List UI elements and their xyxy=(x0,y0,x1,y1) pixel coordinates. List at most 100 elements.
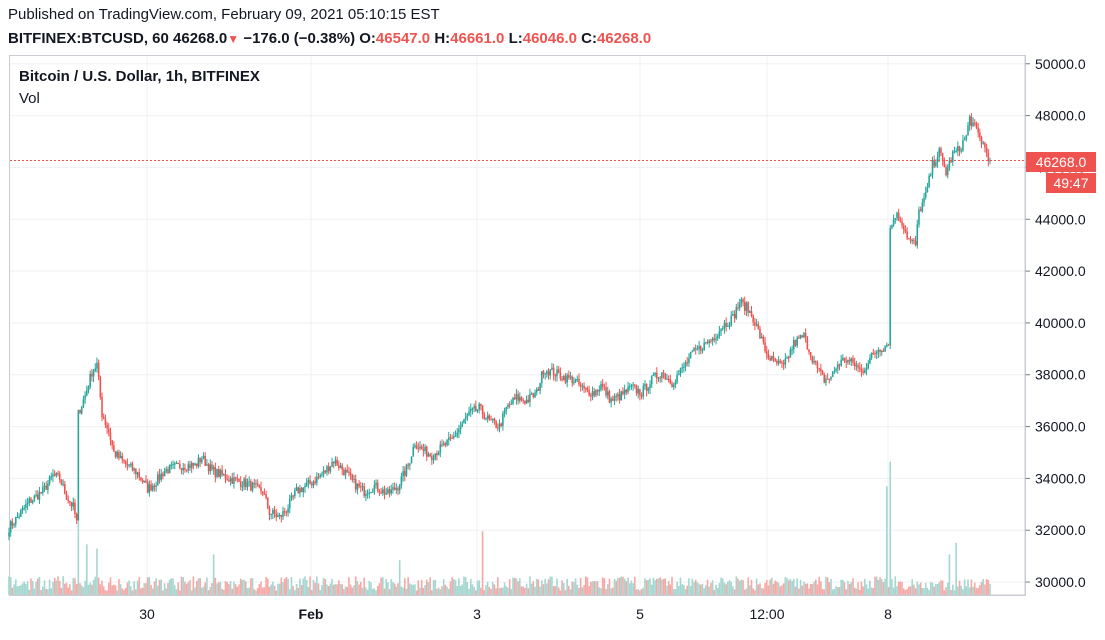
candle-body xyxy=(233,477,235,484)
volume-bar xyxy=(979,585,981,595)
volume-bar xyxy=(584,576,587,595)
candle-body xyxy=(676,374,678,383)
volume-bar xyxy=(831,589,834,595)
candle-body xyxy=(853,362,856,367)
volume-bar xyxy=(647,579,650,595)
time-axis: 30 Feb 3 5 12:00 8 xyxy=(10,56,1026,622)
volume-bar xyxy=(515,578,518,595)
volume-bar xyxy=(358,584,360,595)
volume-bar xyxy=(902,588,905,595)
candle-body xyxy=(60,479,63,485)
volume-bar xyxy=(62,576,64,595)
volume-bar xyxy=(148,577,151,595)
volume-bar xyxy=(419,587,421,595)
y-tick-label: 36000.0 xyxy=(1035,419,1086,435)
candle-body xyxy=(525,399,528,404)
volume-bar xyxy=(645,580,648,595)
candle-body xyxy=(463,419,465,424)
candle-body xyxy=(162,473,164,477)
candle-body xyxy=(732,314,734,316)
candle-body xyxy=(666,379,668,381)
volume-bar xyxy=(243,579,245,595)
volume-bar xyxy=(233,581,235,595)
candle-body xyxy=(201,458,203,463)
volume-bar xyxy=(667,581,670,595)
candle-body xyxy=(30,498,32,503)
candle-body xyxy=(566,375,568,383)
volume-bar xyxy=(43,580,46,595)
candle-body xyxy=(703,342,705,351)
volume-bar xyxy=(273,585,276,595)
volume-bar xyxy=(875,576,878,595)
volume-bar xyxy=(666,585,668,595)
volume-bar xyxy=(326,584,328,595)
candle-body xyxy=(813,361,815,363)
volume-bar xyxy=(799,579,802,595)
volume-bar xyxy=(363,577,365,595)
candle-body xyxy=(356,483,359,490)
candle-body xyxy=(136,472,139,475)
volume-bar xyxy=(657,578,660,595)
volume-bar xyxy=(957,586,959,595)
candle-body xyxy=(500,423,502,426)
candle-body xyxy=(635,385,638,394)
candle-body xyxy=(512,397,514,404)
volume-bar xyxy=(92,579,95,595)
volume-bar xyxy=(331,578,333,595)
candle-body xyxy=(547,371,550,376)
volume-bar xyxy=(283,578,286,595)
volume-bar xyxy=(480,587,482,595)
volume-bar xyxy=(387,582,389,595)
candle-body xyxy=(192,463,195,466)
volume-bar xyxy=(699,584,702,595)
volume-bar xyxy=(446,586,448,595)
volume-bar xyxy=(938,582,941,595)
candle-body xyxy=(434,453,437,459)
candle-body xyxy=(371,491,374,493)
volume-bar xyxy=(30,578,32,595)
candle-body xyxy=(716,336,719,339)
candle-body xyxy=(365,494,367,496)
candle-body xyxy=(527,399,530,402)
candle-body xyxy=(843,357,846,362)
volume-bar xyxy=(360,581,362,595)
candle-body xyxy=(926,187,929,193)
candle-body xyxy=(644,384,646,387)
candle-body xyxy=(642,386,645,397)
candle-body xyxy=(869,357,871,364)
candle-body xyxy=(199,457,201,463)
candle-body xyxy=(928,175,930,188)
volume-bar xyxy=(965,586,968,595)
volume-bar xyxy=(652,577,655,595)
volume-bar xyxy=(655,578,658,595)
volume-bar xyxy=(256,588,259,595)
volume-bar xyxy=(299,578,301,595)
candle-body xyxy=(184,467,186,470)
candle-body xyxy=(655,372,658,379)
candle-body xyxy=(436,453,438,456)
candle-body xyxy=(316,476,318,483)
volume-bar xyxy=(637,589,639,595)
candle-body xyxy=(933,159,935,167)
volume-bar xyxy=(163,583,166,595)
volume-bar xyxy=(500,587,502,595)
candle-body xyxy=(613,396,616,401)
volume-bar xyxy=(828,582,831,595)
candle-body xyxy=(649,384,651,389)
volume-bar xyxy=(82,587,85,595)
volume-bar xyxy=(681,584,683,595)
candle-body xyxy=(207,464,210,472)
candle-body xyxy=(167,469,169,474)
candle-body xyxy=(771,356,773,361)
candle-body xyxy=(891,225,893,229)
volume-bar xyxy=(461,584,464,595)
volume-bar xyxy=(305,579,308,595)
candle-body xyxy=(960,150,963,152)
volume-bar xyxy=(864,578,866,595)
candle-body xyxy=(683,366,685,368)
candle-body xyxy=(402,471,404,477)
candle-body xyxy=(168,464,171,474)
volume-bar xyxy=(11,587,14,595)
candle-body xyxy=(244,478,247,488)
